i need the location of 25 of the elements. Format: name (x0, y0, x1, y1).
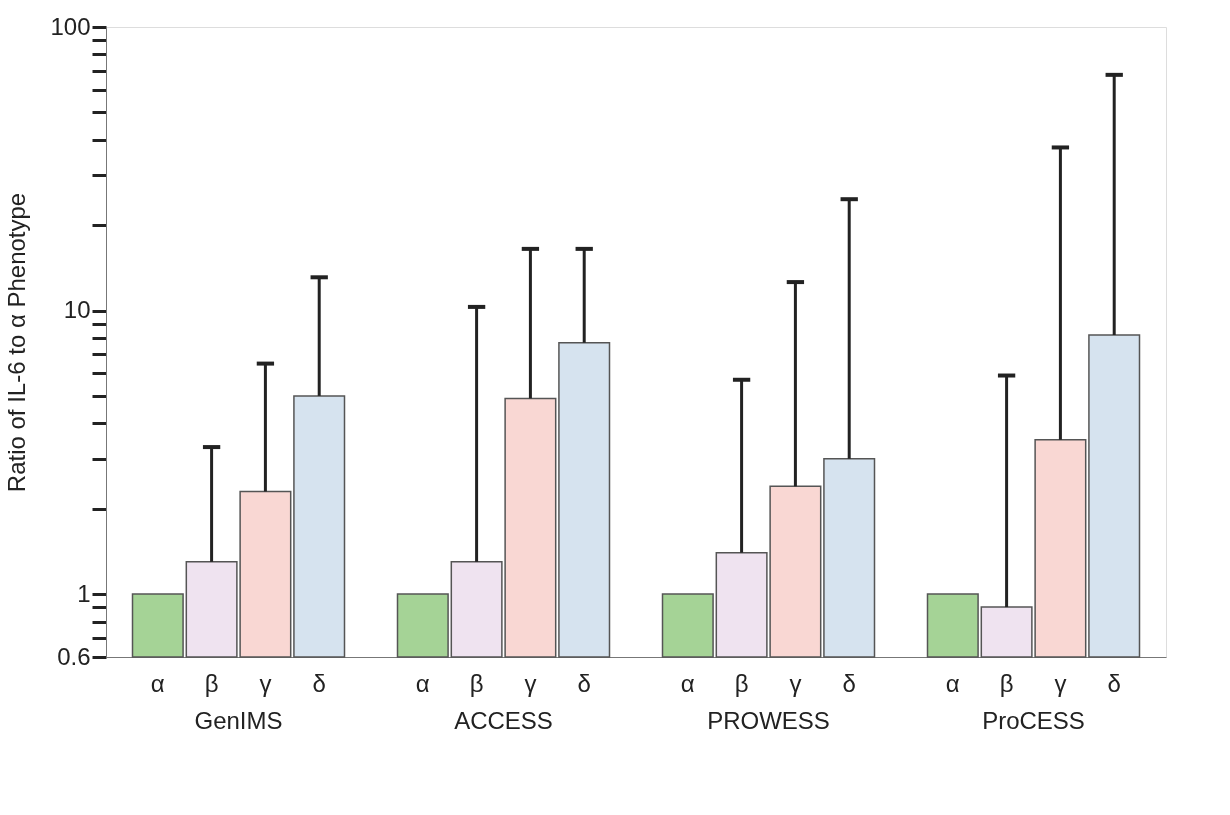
text: δ (1107, 670, 1121, 697)
y-tick-label: 0.6 (57, 642, 91, 670)
text: β (999, 670, 1014, 697)
series-label: δ (312, 670, 326, 697)
text: γ (524, 670, 537, 697)
series-label: β (204, 670, 219, 697)
x-tick-label: PROWESS (707, 706, 830, 734)
x-tick-label: ACCESS (454, 706, 553, 734)
text: δ (577, 670, 591, 697)
y-tick-label: 1 (77, 579, 91, 607)
text: γ (789, 670, 802, 697)
text: α (415, 670, 430, 697)
text: β (469, 670, 484, 697)
x-tick-label: GenIMS (194, 706, 283, 734)
x-tick-label: ProCESS (982, 706, 1085, 734)
text: α (945, 670, 960, 697)
series-label: α (150, 670, 165, 697)
y-tick-label: 10 (63, 296, 91, 324)
text: γ (1054, 670, 1067, 697)
y-axis-title: Ratio of IL-6 to α Phenotype (3, 192, 31, 493)
text: α (680, 670, 695, 697)
y-tick-label: 100 (50, 12, 91, 40)
text: β (734, 670, 749, 697)
series-label: γ (259, 670, 272, 697)
text: δ (842, 670, 856, 697)
